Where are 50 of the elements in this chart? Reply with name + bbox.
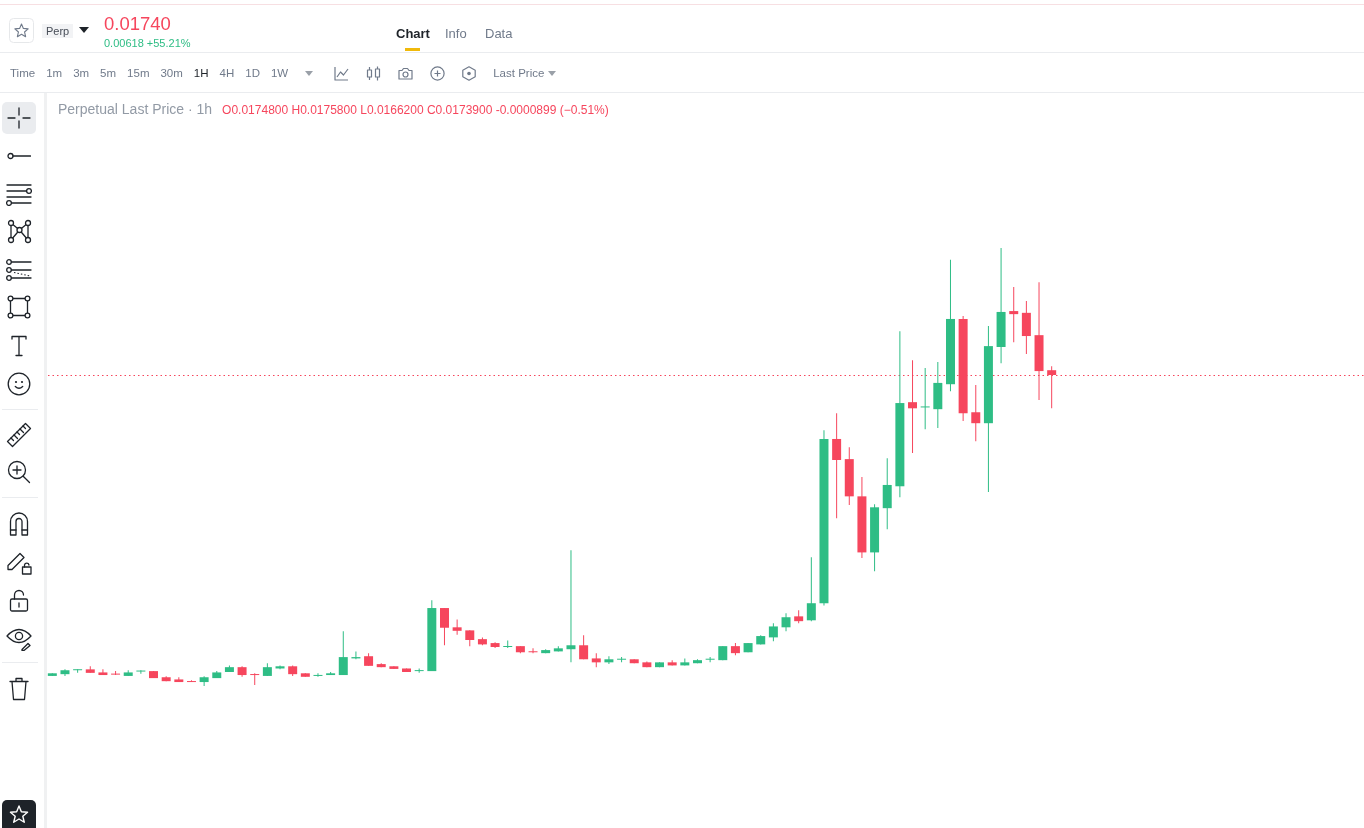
candlestick <box>174 677 184 683</box>
text: Perp <box>42 24 74 38</box>
text: 1H <box>193 67 209 79</box>
text: Last Price <box>493 67 545 79</box>
candlestick <box>465 630 475 647</box>
candlestick <box>60 669 70 676</box>
candlestick <box>224 665 234 672</box>
text: 5m <box>100 67 117 79</box>
text: Info <box>445 26 467 41</box>
text: Data <box>485 26 513 41</box>
candlestick <box>123 670 133 676</box>
candlestick <box>237 666 247 677</box>
chart-subtitle: O0.0174800 H0.0175800 L0.0166200 C0.0173900 -0.0000899 (−0.51%) <box>222 103 609 117</box>
candlestick <box>364 653 374 666</box>
candlestick <box>743 643 753 653</box>
candlestick <box>389 666 399 669</box>
candlestick <box>566 550 576 663</box>
text: 15m <box>127 67 150 79</box>
candlestick <box>642 661 652 668</box>
text: Chart <box>396 26 430 41</box>
text: 0.00618 +55.21% <box>104 37 191 50</box>
candlestick <box>326 671 336 676</box>
candlestick <box>655 662 665 668</box>
text: 3m <box>73 67 90 79</box>
candlestick <box>629 659 639 664</box>
candlestick <box>149 671 159 679</box>
text: Time <box>10 67 36 79</box>
text: 1D <box>245 67 260 79</box>
candlestick <box>98 669 108 676</box>
candlestick <box>794 610 804 624</box>
candlestick <box>300 673 310 677</box>
candlestick <box>212 671 222 679</box>
text: 1W <box>270 67 289 79</box>
candlestick <box>199 676 209 686</box>
candlestick <box>85 666 95 673</box>
candlestick <box>47 673 57 676</box>
text: 4H <box>219 67 235 79</box>
candlestick <box>439 608 449 646</box>
text: 1m <box>46 67 63 79</box>
candlestick <box>402 668 412 672</box>
candlestick <box>262 663 272 676</box>
candlestick <box>490 642 500 648</box>
candlestick <box>591 653 601 668</box>
candlestick <box>288 665 298 676</box>
candlestick <box>718 646 728 661</box>
chart-title: Perpetual Last Price · 1h <box>58 101 213 117</box>
text: 30m <box>160 67 183 79</box>
candlestick <box>452 619 462 635</box>
candlestick <box>161 676 171 682</box>
text: 0.01740 <box>104 13 171 35</box>
